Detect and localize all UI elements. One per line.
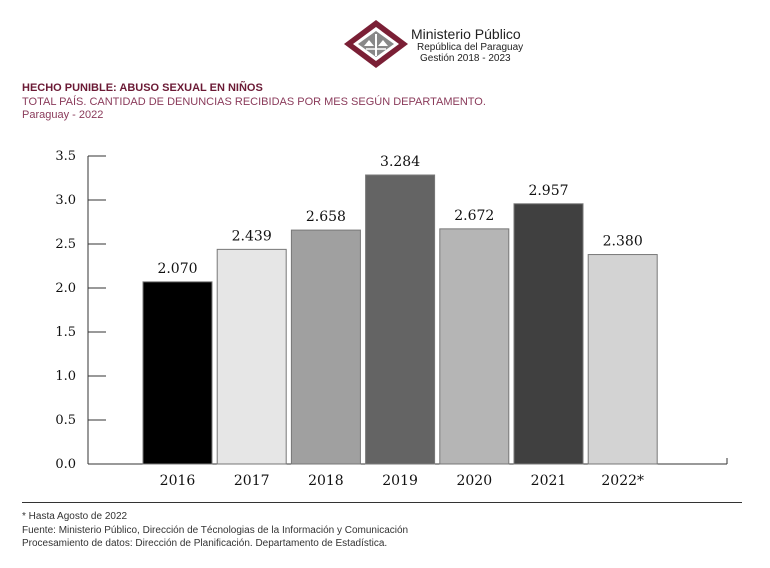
y-tick-label: 3.0 [55,193,76,208]
y-tick-label: 3.5 [55,149,76,164]
x-tick-label: 2017 [234,473,270,489]
org-name: Ministerio Público [411,26,521,42]
y-tick-label: 0.0 [55,457,76,472]
org-sub: República del Paraguay [417,42,524,53]
data-label: 3.284 [380,154,420,170]
data-label: 2.672 [454,208,494,224]
x-tick-label: 2022* [601,473,644,489]
bar-chart: 0.0 0.5 1.0 1.5 2.0 2.5 3.0 3.5 2.070 2016 2.439 20… [55,149,728,489]
bar-2020 [439,228,510,465]
y-tick-label: 2.0 [55,281,76,296]
x-tick-label: 2020 [456,473,492,489]
bar-2021 [513,203,584,465]
org-term: Gestión 2018 - 2023 [420,53,511,64]
y-tick-label: 0.5 [55,413,76,428]
data-label: 2.957 [528,183,568,199]
y-tick-label: 1.5 [55,325,76,340]
x-tick-label: 2016 [160,473,196,489]
data-label: 2.070 [157,261,197,277]
data-label: 2.658 [306,209,346,225]
source: Fuente: Ministerio Público, Dirección de… [22,524,409,536]
chart-subtitle-2: Paraguay - 2022 [22,109,104,121]
org-block: Ministerio Público República del Paragua… [411,26,523,64]
ministerio-publico-logo [344,20,408,68]
y-tick-label: 1.0 [55,369,76,384]
chart-title: HECHO PUNIBLE: ABUSO SEXUAL EN NIÑOS [22,82,263,94]
bar-2017 [216,248,287,465]
bar-2019 [365,174,436,465]
y-tick-label: 2.5 [55,237,76,252]
footer-notes: * Hasta Agosto de 2022 Fuente: Ministeri… [22,510,408,551]
bar-2016 [142,281,213,465]
bar-2022* [587,254,658,465]
footnote: * Hasta Agosto de 2022 [22,511,128,522]
divider [22,502,742,503]
processing: Procesamiento de datos: Dirección de Pla… [22,538,388,549]
x-tick-label: 2018 [308,473,344,489]
x-tick-label: 2021 [531,473,567,489]
chart-subtitle: TOTAL PAÍS. CANTIDAD DE DENUNCIAS RECIBI… [22,96,486,108]
data-label: 2.439 [232,228,272,244]
x-tick-label: 2019 [382,473,418,489]
bar-2018 [290,229,361,465]
data-label: 2.380 [603,234,643,250]
